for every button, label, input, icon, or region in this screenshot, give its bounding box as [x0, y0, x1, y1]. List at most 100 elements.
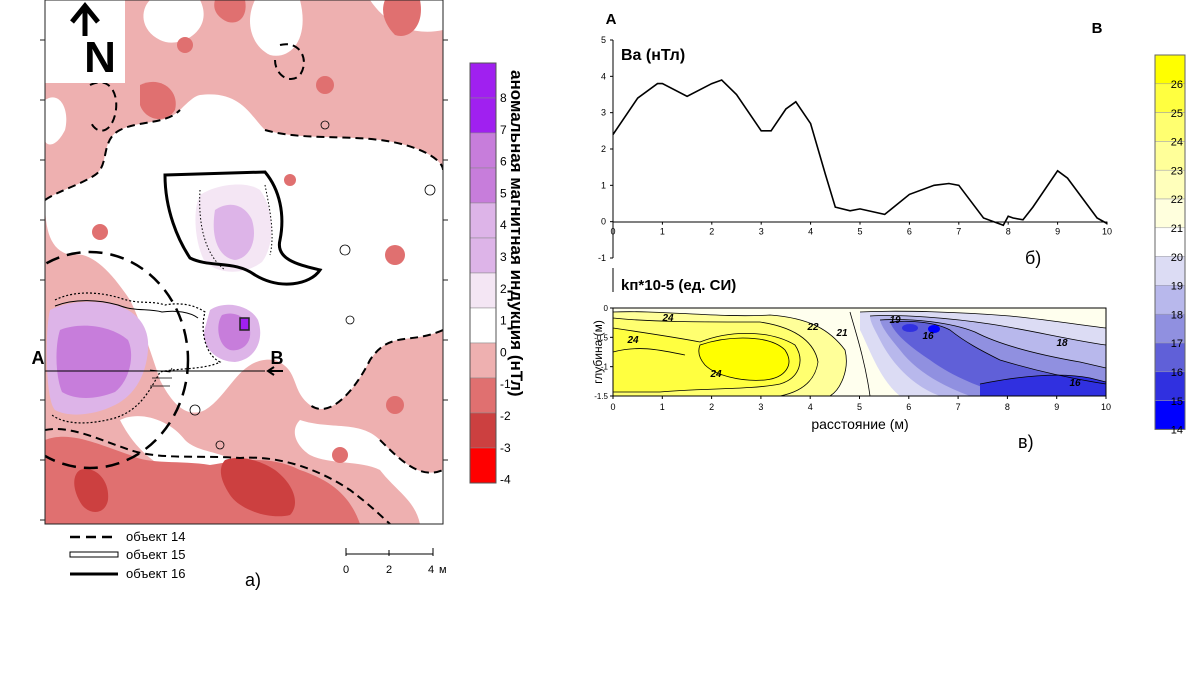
- map-spot: [316, 76, 334, 94]
- series-ba-line: [612, 79, 1108, 227]
- line-point: [948, 182, 950, 185]
- map-colorbar-swatch: [469, 202, 497, 239]
- map-zone-white: [294, 420, 443, 524]
- legend-label-object-14: объект 14: [126, 529, 185, 544]
- line-x-tick-label: 8: [1006, 227, 1011, 237]
- line-point: [1057, 170, 1059, 172]
- map-sun-markers: [189, 120, 436, 450]
- map-spot: [284, 174, 296, 186]
- section-x-tick-label: 5: [857, 402, 862, 412]
- map-colorbar-tick: 7: [500, 123, 507, 137]
- map-zero-contour: [89, 81, 118, 132]
- map-colorbar-tick: 6: [500, 155, 507, 169]
- line-point: [810, 122, 812, 125]
- section-colorbar-swatch: [1154, 54, 1186, 85]
- susceptibility-section: 24 24 24 22 21 19 16 18 16 0 1 2 3 4 5 6 7 8 9 10 0 -0.5 -1 -…: [594, 304, 1111, 412]
- map-colorbar-swatch: [469, 167, 497, 204]
- map-anomaly-west-core: [56, 325, 132, 398]
- map-colorbar-tick: 0: [500, 345, 507, 359]
- section-colorbar-tick: 15: [1171, 396, 1183, 408]
- section-colorbar-tick: 23: [1171, 165, 1183, 177]
- section-colorbar-frame: [1154, 54, 1186, 430]
- map-colorbar-tick: 4: [500, 218, 507, 232]
- line-point: [859, 208, 861, 210]
- section-colorbar-tick: 17: [1171, 338, 1183, 350]
- section-x-tick-label: 2: [709, 402, 714, 412]
- section-x-tick-label: 1: [660, 402, 665, 412]
- line-y-tick-label: 1: [601, 180, 606, 190]
- map-contour-line: [54, 300, 199, 319]
- panel-c-label: в): [1018, 432, 1034, 452]
- legend-label-object-16: объект 16: [126, 566, 185, 581]
- profile-label-b: В: [1092, 20, 1103, 37]
- line-point: [982, 217, 985, 219]
- section-ylabel: глубина (м): [591, 320, 605, 384]
- line-x-tick-label: 7: [956, 227, 961, 237]
- line-point: [908, 193, 911, 196]
- line-point: [735, 93, 738, 96]
- line-point: [1106, 222, 1108, 225]
- map-colorbar-tick: -3: [500, 441, 511, 455]
- map-colorbar-tick: 5: [500, 186, 507, 200]
- map-legend: объект 14 объект 15 объект 16: [69, 529, 185, 581]
- section-contour-label: 24: [709, 369, 722, 380]
- object-16-outline: [163, 170, 323, 286]
- section-contour-label: 22: [806, 322, 819, 333]
- map-zero-contour: [309, 329, 443, 410]
- line-point: [721, 79, 723, 81]
- map-colorbar-tick: -2: [500, 409, 511, 423]
- map-anomaly-peak: [239, 317, 250, 331]
- map-zero-contour: [45, 109, 181, 201]
- map-frame: [44, 0, 444, 525]
- line-x-tick-label: 4: [808, 227, 813, 237]
- map-colorbar-tick: 3: [500, 250, 507, 264]
- map-zone-red: [214, 0, 246, 23]
- map-zero-contour: [274, 43, 305, 80]
- line-series-title: Ва (нТл): [621, 47, 685, 64]
- section-zone-core: [902, 324, 918, 332]
- map-colorbar-swatch: [469, 132, 497, 169]
- line-y-tick-label: 0: [601, 217, 606, 227]
- section-title: kп*10-5 (ед. СИ): [621, 277, 736, 294]
- line-point: [834, 206, 836, 208]
- section-x-tick-label: 3: [758, 402, 763, 412]
- map-zero-contour: [45, 428, 391, 524]
- section-xlabel: расстояние (м): [811, 416, 908, 432]
- line-x-tick-label: 1: [660, 227, 665, 237]
- section-x-tick-label: 8: [1005, 402, 1010, 412]
- map-colorbar-swatch: [469, 342, 497, 379]
- line-point: [686, 95, 688, 97]
- section-colorbar-swatch: [1154, 141, 1186, 171]
- section-y-tick-label: 0: [604, 304, 609, 313]
- line-y-tick-label: 5: [601, 35, 606, 45]
- map-zone-white: [143, 0, 204, 43]
- map-zero-contour: [379, 439, 443, 474]
- line-point: [1002, 224, 1004, 226]
- section-y-tick-label: -0.5: [594, 333, 608, 342]
- line-y-tick-label: 2: [601, 144, 606, 154]
- section-colorbar-tick: 26: [1171, 79, 1183, 91]
- scale-tick-4: 4: [428, 564, 434, 576]
- map-zone-red-dark: [220, 458, 295, 517]
- map-colorbar-tick: 1: [500, 314, 507, 328]
- point-b-label: В: [271, 348, 284, 368]
- map-zone-white: [250, 0, 303, 56]
- section-zone-core: [928, 325, 940, 333]
- map-zone-white: [45, 97, 67, 145]
- map-zone-red: [383, 0, 421, 36]
- line-y-tick-label: 3: [601, 108, 606, 118]
- line-point: [612, 133, 614, 136]
- line-point: [849, 210, 851, 212]
- panel-b-label: б): [1025, 248, 1041, 268]
- north-arrow-icon: [70, 2, 100, 36]
- section-contour-label: 18: [1056, 338, 1068, 349]
- line-x-tick-label: 3: [759, 227, 764, 237]
- section-colorbar-swatch: [1154, 313, 1186, 344]
- section-colorbar-tick: 14: [1171, 425, 1183, 437]
- map-colorbar-swatch: [469, 377, 497, 414]
- map-spot: [385, 245, 405, 265]
- section-x-tick-label: 9: [1054, 402, 1059, 412]
- line-point: [1007, 215, 1009, 217]
- map-spot: [177, 37, 193, 53]
